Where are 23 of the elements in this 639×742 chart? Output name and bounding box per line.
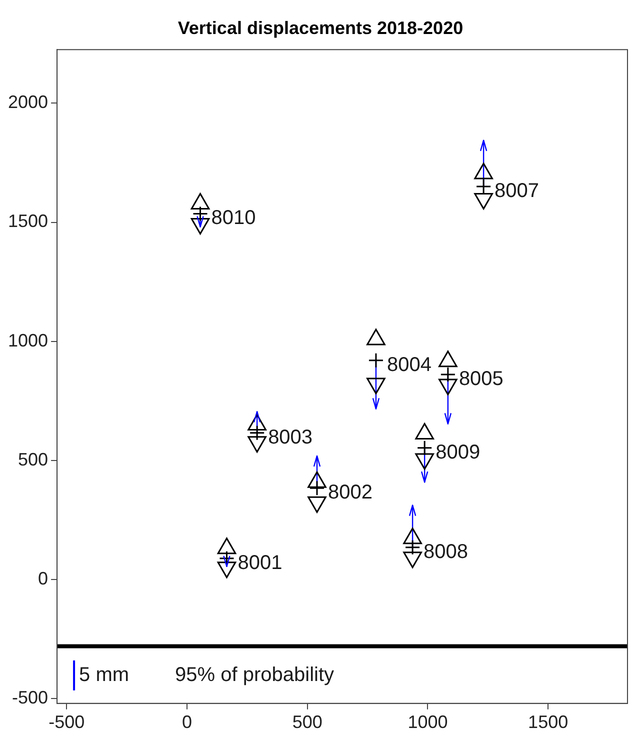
chart-title: Vertical displacements 2018-2020: [178, 18, 464, 38]
annotation: 8002: [328, 482, 372, 504]
x-tick-label: 1500: [528, 712, 568, 732]
annotation: 8001: [238, 552, 282, 574]
annotation: 8008: [424, 540, 468, 563]
y-tick-label: 0: [38, 568, 48, 589]
annotation: 8005: [458, 368, 504, 390]
annotation: 95% of probability: [175, 664, 334, 686]
x-tick-label: 500: [292, 712, 322, 732]
x-tick-label: -500: [48, 712, 85, 732]
y-tick-label: -500: [12, 688, 48, 708]
annotation: 5 mm: [79, 664, 130, 686]
y-tick-label: 1000: [8, 330, 48, 350]
x-tick-label: 0: [182, 712, 192, 732]
annotation: 8003: [268, 426, 313, 448]
annotation: 8009: [436, 441, 480, 464]
y-tick-label: 1500: [8, 211, 48, 232]
y-tick-label: 500: [18, 449, 48, 470]
x-tick-label: 1000: [408, 712, 448, 732]
y-tick-label: 2000: [8, 92, 48, 112]
annotation: 8004: [386, 354, 432, 376]
annotation: 8007: [494, 180, 540, 202]
annotation: 8010: [211, 207, 256, 230]
